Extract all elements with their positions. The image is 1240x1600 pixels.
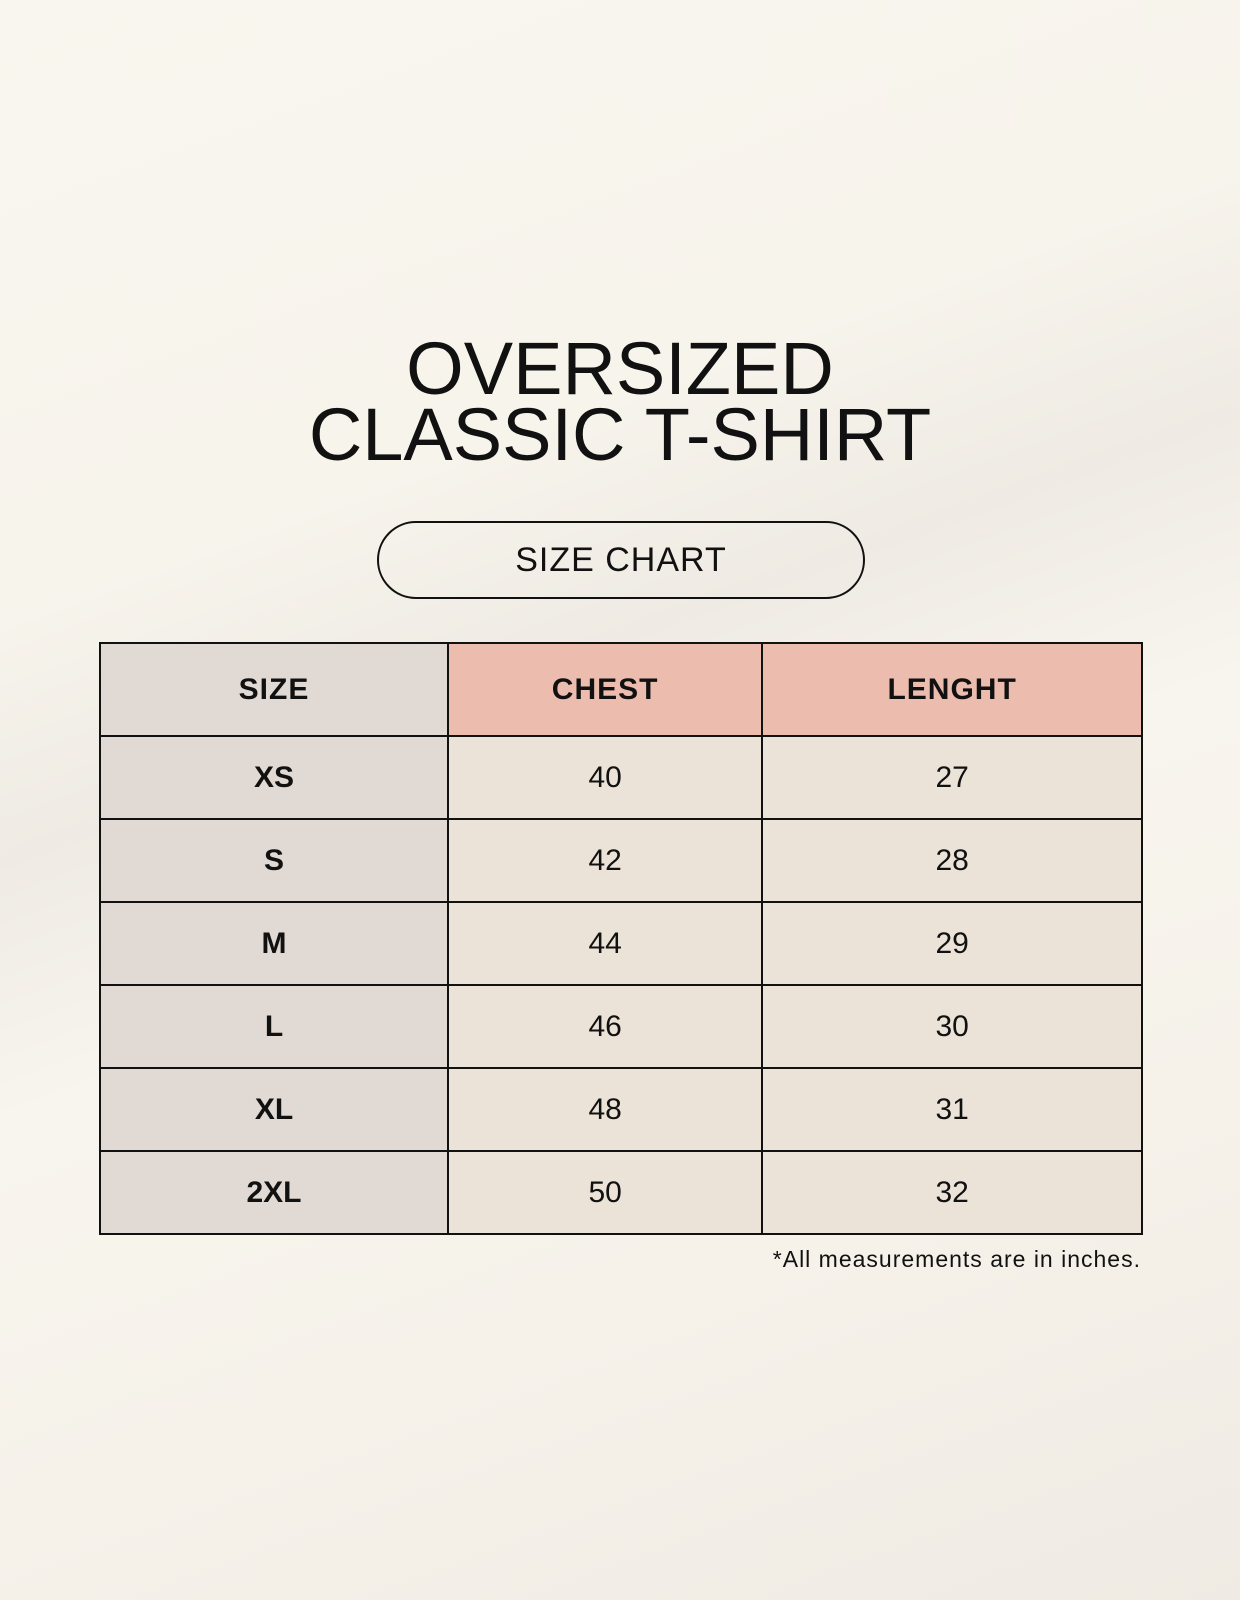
size-table: SIZE CHEST LENGHT XS 40 27 S 42 28 M 44 29 L 46 30 X… <box>99 642 1143 1235</box>
table-row: 2XL 50 32 <box>99 1150 1143 1235</box>
title-line-1: OVERSIZED <box>406 327 834 410</box>
cell-size: L <box>99 984 449 1069</box>
cell-length: 28 <box>761 818 1143 903</box>
cell-length: 31 <box>761 1067 1143 1152</box>
table-header-row: SIZE CHEST LENGHT <box>99 642 1143 737</box>
cell-chest: 50 <box>446 1150 764 1235</box>
cell-size: S <box>99 818 449 903</box>
table-row: XS 40 27 <box>99 735 1143 820</box>
cell-chest: 48 <box>446 1067 764 1152</box>
cell-size: M <box>99 901 449 986</box>
header-size: SIZE <box>99 642 449 737</box>
table-row: L 46 30 <box>99 984 1143 1069</box>
cell-size: XS <box>99 735 449 820</box>
table-row: XL 48 31 <box>99 1067 1143 1152</box>
title-line-2: CLASSIC T-SHIRT <box>308 393 932 476</box>
table-row: M 44 29 <box>99 901 1143 986</box>
cell-chest: 44 <box>446 901 764 986</box>
cell-length: 30 <box>761 984 1143 1069</box>
cell-length: 29 <box>761 901 1143 986</box>
page-title: OVERSIZED CLASSIC T-SHIRT <box>0 327 1240 476</box>
table-row: S 42 28 <box>99 818 1143 903</box>
cell-chest: 46 <box>446 984 764 1069</box>
cell-length: 32 <box>761 1150 1143 1235</box>
measurement-note: *All measurements are in inches. <box>772 1246 1141 1272</box>
size-chart-badge: SIZE CHART <box>377 521 865 599</box>
header-length: LENGHT <box>761 642 1143 737</box>
cell-size: 2XL <box>99 1150 449 1235</box>
header-chest: CHEST <box>446 642 764 737</box>
cell-chest: 40 <box>446 735 764 820</box>
cell-chest: 42 <box>446 818 764 903</box>
cell-size: XL <box>99 1067 449 1152</box>
cell-length: 27 <box>761 735 1143 820</box>
